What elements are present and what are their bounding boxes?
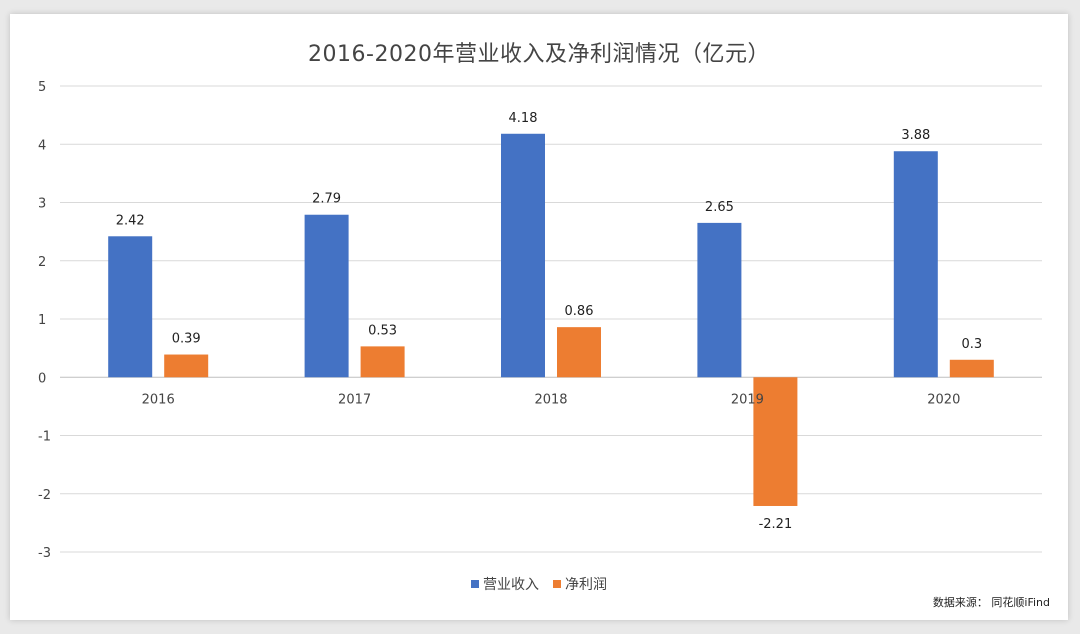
x-tick-label-2019: 2019 (731, 392, 764, 407)
net-profit-bar-2019 (753, 377, 798, 506)
y-tick-label: 4 (38, 138, 46, 153)
legend-label-revenue: 营业收入 (483, 577, 539, 593)
legend-item-revenue: 营业收入 (471, 574, 539, 594)
chart-plot: 5 4 3 2 1 0 -1 -2 -3 2.42 0.39 2016 2.79 0.53 2017 4.18… (38, 80, 1042, 561)
y-tick-label: 2 (38, 255, 46, 270)
revenue-bar-2020 (893, 151, 938, 378)
y-tick-label: 1 (38, 313, 46, 328)
net-profit-data-label-2020: 0.3 (961, 337, 982, 352)
net-profit-data-label-2019: -2.21 (759, 517, 793, 532)
chart-legend: 营业收入 净利润 (10, 574, 1068, 594)
y-tick-label: -3 (38, 546, 51, 561)
revenue-data-label-2020: 3.88 (901, 128, 930, 143)
net-profit-bar-2020 (949, 359, 994, 378)
y-tick-label: -2 (38, 488, 51, 503)
chart-frame: 2016-2020年营业收入及净利润情况（亿元） 5 4 3 2 1 0 -1 -2 -3 2.4… (10, 14, 1068, 620)
legend-swatch-net-profit (553, 580, 561, 588)
revenue-bar-2017 (304, 214, 349, 378)
revenue-bar-2018 (501, 133, 545, 378)
y-tick-label: -1 (38, 430, 51, 445)
data-source-note: 数据来源： 同花顺iFind (932, 596, 1050, 609)
net-profit-data-label-2017: 0.53 (368, 323, 397, 338)
net-profit-bar-2017 (360, 346, 405, 378)
net-profit-bar-2018 (557, 327, 601, 378)
y-tick-label: 3 (38, 197, 46, 212)
revenue-data-label-2017: 2.79 (312, 192, 341, 207)
legend-swatch-revenue (471, 580, 479, 588)
revenue-data-label-2018: 4.18 (509, 111, 538, 126)
x-tick-label-2018: 2018 (534, 392, 567, 407)
legend-label-net-profit: 净利润 (565, 577, 607, 593)
x-tick-label-2016: 2016 (142, 392, 175, 407)
y-tick-label: 5 (38, 80, 46, 95)
x-tick-label-2020: 2020 (927, 392, 960, 407)
net-profit-bar-2016 (164, 354, 209, 378)
net-profit-data-label-2016: 0.39 (172, 332, 201, 347)
legend-item-net-profit: 净利润 (553, 574, 607, 594)
net-profit-data-label-2018: 0.86 (565, 304, 594, 319)
y-tick-label: 0 (38, 371, 46, 386)
revenue-bar-2019 (697, 222, 742, 378)
revenue-data-label-2019: 2.65 (705, 200, 734, 215)
chart-title: 2016-2020年营业收入及净利润情况（亿元） (308, 42, 770, 67)
revenue-bar-2016 (108, 236, 153, 378)
x-tick-label-2017: 2017 (338, 392, 371, 407)
revenue-data-label-2016: 2.42 (116, 213, 145, 228)
